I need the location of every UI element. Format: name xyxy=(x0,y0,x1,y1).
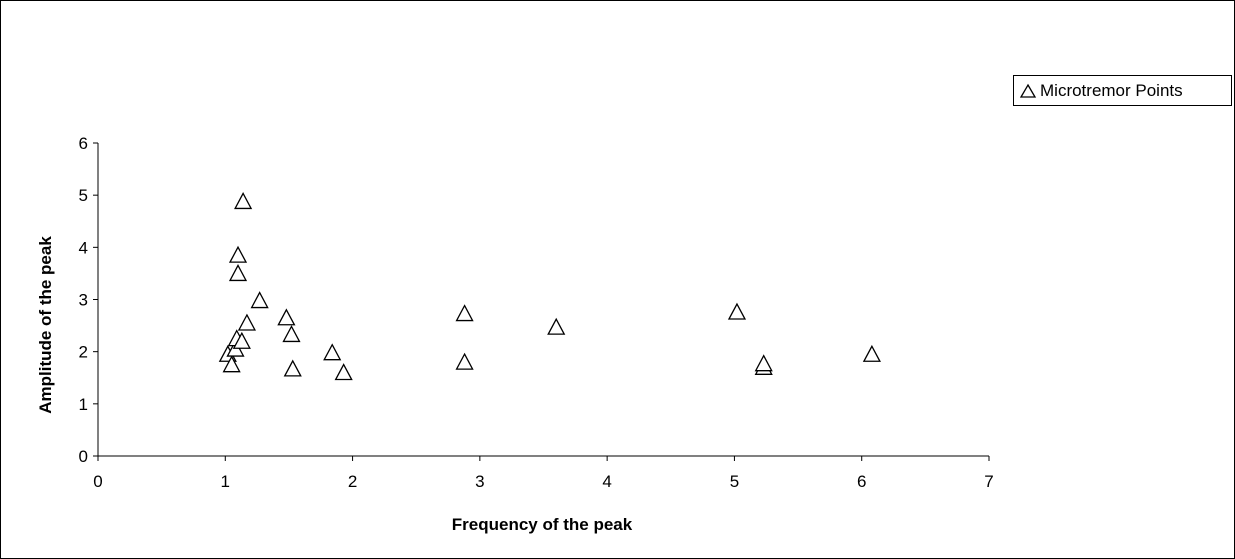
data-points xyxy=(218,192,881,381)
data-point xyxy=(232,331,251,349)
x-tick-label: 7 xyxy=(984,472,993,491)
data-point xyxy=(250,291,269,309)
legend-label: Microtremor Points xyxy=(1040,80,1183,100)
data-point xyxy=(283,359,302,377)
data-point xyxy=(228,245,248,263)
legend: Microtremor Points xyxy=(1013,75,1232,106)
data-point xyxy=(234,192,253,210)
y-tick-label: 2 xyxy=(79,343,88,362)
x-tick-label: 5 xyxy=(730,472,739,491)
x-tick-label: 0 xyxy=(93,472,102,491)
y-axis-title: Amplitude of the peak xyxy=(36,236,55,414)
data-point xyxy=(754,354,773,372)
data-point xyxy=(334,363,353,381)
data-point xyxy=(547,317,566,335)
y-tick-label: 5 xyxy=(79,186,88,205)
x-tick-label: 4 xyxy=(602,472,611,491)
x-axis-title: Frequency of the peak xyxy=(452,515,633,534)
axes: 0 1 2 3 4 5 6 7 0 1 2 3 4 5 6 xyxy=(79,134,994,491)
x-tick-label: 6 xyxy=(857,472,866,491)
data-point xyxy=(277,308,296,326)
data-point xyxy=(282,325,301,343)
y-tick-label: 0 xyxy=(79,447,88,466)
y-tick-label: 3 xyxy=(79,291,88,310)
y-tick-label: 1 xyxy=(79,395,88,414)
data-point xyxy=(237,313,257,331)
x-tick-label: 3 xyxy=(475,472,484,491)
data-point xyxy=(455,304,474,322)
triangle-marker-icon xyxy=(1019,83,1037,98)
data-point xyxy=(228,264,248,282)
data-point xyxy=(323,343,342,361)
y-tick-label: 4 xyxy=(79,238,88,257)
data-point xyxy=(862,344,881,362)
x-tick-label: 2 xyxy=(348,472,357,491)
data-point xyxy=(727,302,747,320)
x-tick-label: 1 xyxy=(221,472,230,491)
y-tick-label: 6 xyxy=(79,134,88,153)
data-point xyxy=(222,355,241,373)
data-point xyxy=(455,352,474,370)
